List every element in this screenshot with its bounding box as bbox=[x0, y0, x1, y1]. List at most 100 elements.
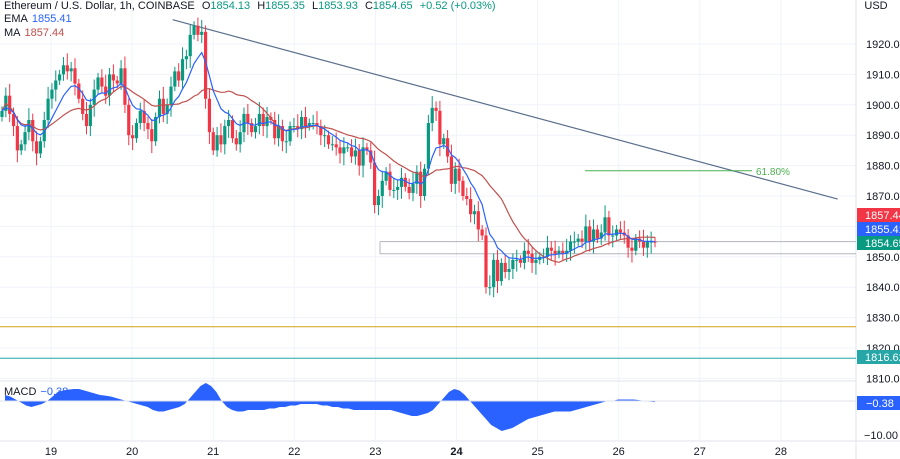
macd-legend[interactable]: MACD −0.38 bbox=[4, 386, 68, 398]
price-tick-7: 1850.00 bbox=[866, 252, 900, 264]
time-tick-28: 28 bbox=[775, 446, 787, 458]
ema-path bbox=[1, 51, 656, 261]
candle-body-68 bbox=[261, 113, 265, 127]
candle-body-147 bbox=[565, 250, 569, 254]
trendline[interactable] bbox=[172, 19, 838, 200]
close-label: C bbox=[364, 0, 373, 12]
candle-body-51 bbox=[196, 25, 200, 35]
candle-body-6 bbox=[23, 132, 27, 145]
candle-body-130 bbox=[499, 262, 503, 282]
ma-label: MA bbox=[4, 27, 21, 39]
candle-body-28 bbox=[107, 74, 112, 96]
ema-label: EMA bbox=[4, 13, 28, 25]
candle-body-87 bbox=[334, 144, 338, 148]
candle-body-55 bbox=[211, 132, 215, 151]
candle-body-4 bbox=[15, 126, 19, 151]
candle-body-163 bbox=[626, 235, 630, 248]
high-value: 1855.35 bbox=[265, 0, 305, 12]
candle-body-22 bbox=[84, 113, 89, 127]
candle-body-50 bbox=[192, 25, 196, 35]
fib-level[interactable]: 61.80% bbox=[585, 167, 790, 178]
ma-line bbox=[1, 85, 656, 263]
candles bbox=[0, 17, 657, 298]
candle-body-21 bbox=[81, 98, 85, 114]
candle-body-0 bbox=[0, 110, 4, 117]
candle-body-8 bbox=[31, 120, 35, 142]
time-tick-19: 19 bbox=[45, 446, 57, 458]
candle-body-91 bbox=[349, 147, 354, 157]
price-tick-11: 1810.00 bbox=[866, 373, 900, 385]
candle-body-13 bbox=[50, 89, 54, 99]
candle-body-99 bbox=[380, 180, 384, 196]
candle-body-49 bbox=[188, 34, 192, 57]
candle-body-124 bbox=[476, 211, 480, 230]
candle-body-152 bbox=[584, 226, 588, 242]
candle-body-27 bbox=[104, 86, 108, 96]
candle-body-126 bbox=[484, 235, 488, 288]
candle-body-29 bbox=[111, 74, 115, 81]
candle-body-59 bbox=[227, 120, 231, 127]
price-label-ma: 1857.44 bbox=[865, 210, 900, 222]
candle-body-39 bbox=[150, 129, 154, 142]
candle-body-35 bbox=[134, 123, 139, 139]
candle-body-2 bbox=[8, 95, 12, 114]
candle-body-90 bbox=[346, 147, 350, 149]
candle-body-95 bbox=[365, 147, 369, 151]
candle-body-9 bbox=[34, 141, 39, 154]
candle-body-150 bbox=[576, 238, 580, 242]
candle-body-118 bbox=[453, 168, 457, 184]
candle-body-112 bbox=[430, 107, 434, 124]
symbol-title[interactable]: Ethereum / U.S. Dollar, 1h, COINBASE bbox=[4, 0, 195, 12]
candle-body-33 bbox=[127, 104, 131, 136]
candle-body-24 bbox=[92, 89, 96, 105]
currency-label[interactable]: USD bbox=[864, 0, 888, 12]
candle-body-67 bbox=[257, 113, 261, 127]
price-axis[interactable]: 1920.00 1910.00 1900.00 1890.00 1880.00 1870.… bbox=[864, 39, 900, 442]
candle-body-82 bbox=[315, 123, 319, 127]
candle-body-56 bbox=[215, 135, 219, 151]
ma-legend[interactable]: MA 1857.44 bbox=[4, 27, 64, 39]
candle-body-134 bbox=[515, 259, 519, 261]
time-tick-26: 26 bbox=[613, 446, 625, 458]
ema-line bbox=[1, 51, 656, 261]
candle-body-137 bbox=[526, 250, 530, 254]
close-value: 1854.65 bbox=[372, 0, 413, 12]
candle-body-54 bbox=[207, 98, 212, 133]
macd-pane bbox=[0, 383, 856, 431]
macd-area bbox=[5, 383, 655, 431]
time-axis[interactable]: 19 20 21 22 23 24 25 26 27 28 bbox=[45, 446, 787, 458]
candle-body-44 bbox=[169, 86, 173, 105]
candle-body-64 bbox=[246, 113, 250, 124]
candle-body-10 bbox=[38, 141, 43, 154]
candle-body-75 bbox=[288, 126, 292, 142]
ema-legend[interactable]: EMA 1855.41 bbox=[4, 13, 72, 25]
candle-body-156 bbox=[599, 232, 603, 239]
candle-body-148 bbox=[568, 241, 573, 251]
candle-body-52 bbox=[200, 31, 204, 35]
candle-body-133 bbox=[511, 259, 515, 269]
candle-body-146 bbox=[561, 250, 565, 254]
candle-body-80 bbox=[307, 123, 311, 127]
open-label: O bbox=[201, 0, 211, 12]
high-label: H bbox=[257, 0, 266, 12]
candle-body-155 bbox=[595, 229, 599, 239]
candle-body-97 bbox=[372, 162, 377, 206]
ma-path bbox=[1, 85, 656, 263]
candle-body-20 bbox=[77, 83, 81, 99]
candle-body-37 bbox=[142, 110, 146, 124]
candle-body-31 bbox=[119, 68, 123, 84]
time-tick-21: 21 bbox=[207, 446, 219, 458]
price-label-bg-ma bbox=[857, 208, 900, 222]
candle-body-151 bbox=[580, 238, 584, 242]
candle-body-157 bbox=[603, 217, 607, 233]
candle-body-62 bbox=[238, 132, 242, 145]
candle-body-42 bbox=[161, 98, 165, 114]
price-label-ema: 1855.41 bbox=[865, 224, 900, 236]
candle-body-38 bbox=[146, 123, 150, 130]
candle-body-128 bbox=[492, 259, 496, 288]
candle-body-161 bbox=[618, 229, 623, 233]
candle-body-86 bbox=[330, 144, 334, 146]
candle-body-107 bbox=[411, 183, 415, 193]
